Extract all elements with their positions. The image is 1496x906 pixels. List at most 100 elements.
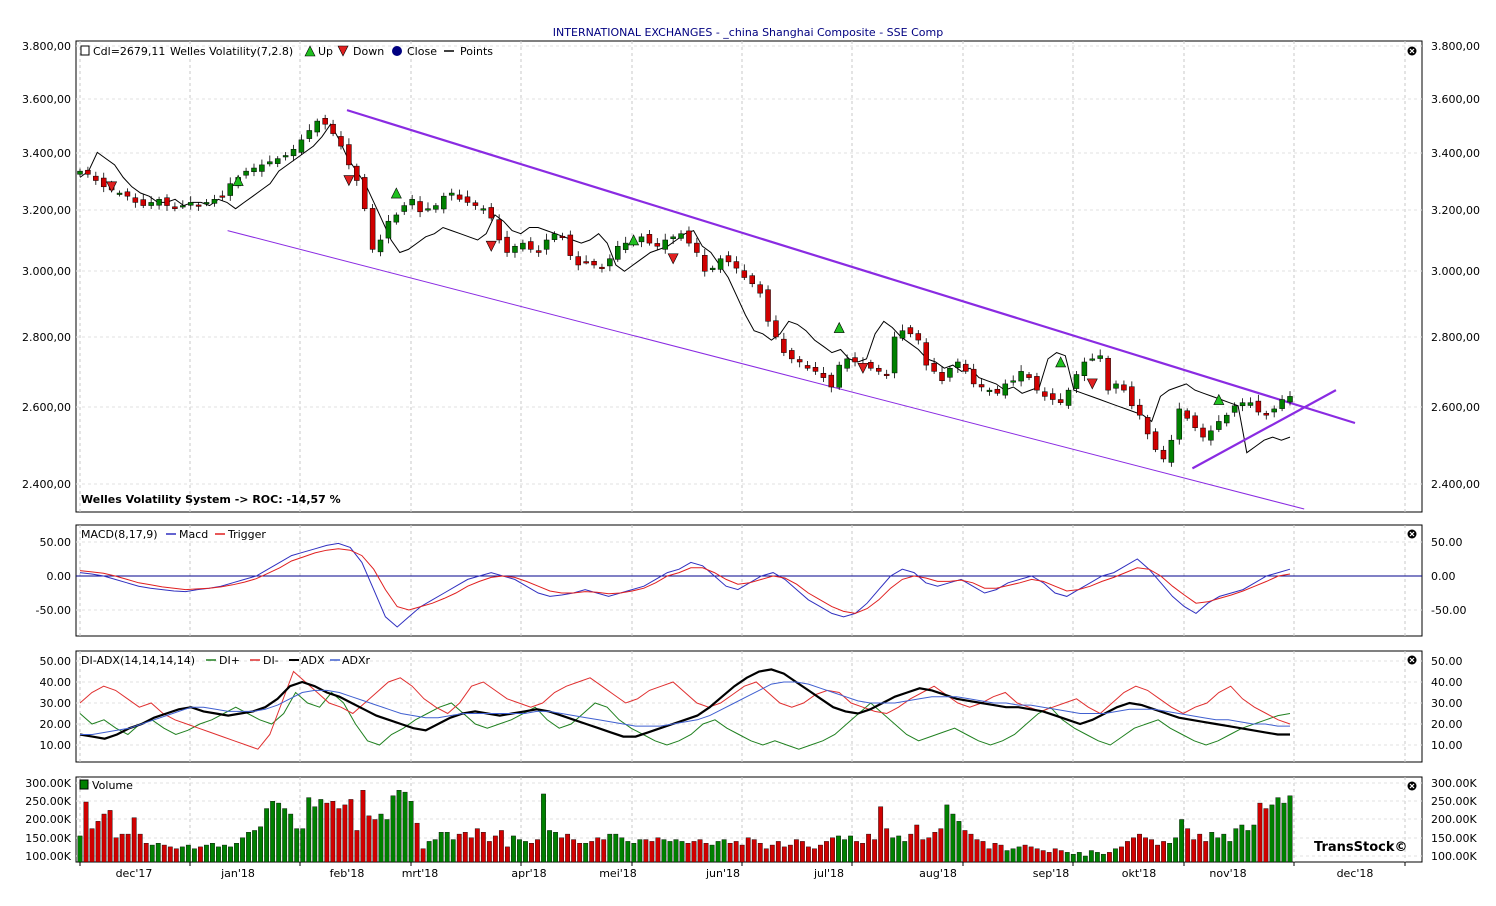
candle <box>1176 408 1183 440</box>
volume-bar <box>1215 837 1221 863</box>
y-tick-label: 50.00 <box>40 536 72 549</box>
volume-bar <box>565 833 571 863</box>
volume-bar <box>824 841 829 863</box>
volume-bar <box>793 839 799 863</box>
trend-line <box>1191 389 1337 470</box>
volume-bar <box>77 835 83 863</box>
panel-close-icon[interactable] <box>1407 529 1417 539</box>
volume-bar <box>1076 852 1082 863</box>
up-signal-icon <box>1055 356 1067 368</box>
chart-title: INTERNATIONAL EXCHANGES - _china Shangha… <box>553 26 943 39</box>
candle <box>187 202 194 206</box>
candle <box>1049 393 1056 400</box>
x-tick-label: feb'18 <box>330 867 365 880</box>
macd-legend-trigger: Trigger <box>227 528 266 541</box>
volume-bar <box>860 843 865 863</box>
volume-bar <box>246 832 251 863</box>
y-tick-label: 10.00 <box>1431 739 1463 752</box>
volume-bar <box>625 841 631 863</box>
candle <box>243 170 249 176</box>
volume-bar <box>733 841 739 863</box>
volume-bar <box>601 839 607 863</box>
roc-summary: Welles Volatility System -> ROC: -14,57 … <box>81 493 341 506</box>
volume-bar <box>757 843 763 863</box>
legend-cdl: Cdl=2679,11 <box>93 45 165 58</box>
volume-bar <box>1034 848 1040 863</box>
volume-bar <box>1082 855 1088 863</box>
volume-bar <box>270 801 276 863</box>
candle <box>1192 415 1198 428</box>
volume-bar <box>1287 795 1293 863</box>
candle <box>1152 431 1159 450</box>
candle <box>1144 417 1151 435</box>
y-tick-label: 10.00 <box>40 739 72 752</box>
volume-bar <box>938 828 944 863</box>
volume-bar <box>896 835 902 863</box>
x-tick-label: aug'18 <box>919 867 957 880</box>
volume-bar <box>1227 841 1233 863</box>
candle <box>789 350 795 360</box>
x-tick-label: okt'18 <box>1122 867 1156 880</box>
volume-bar <box>715 841 721 863</box>
volume-bar <box>210 843 215 863</box>
candle <box>441 195 447 210</box>
panel-close-icon[interactable] <box>1407 46 1417 56</box>
candle <box>876 367 882 372</box>
candle <box>543 239 550 250</box>
candle <box>1231 405 1238 413</box>
y-tick-label: 250.00K <box>25 795 71 808</box>
volume-bar <box>607 833 613 863</box>
candle <box>520 242 526 250</box>
volume-bar <box>372 819 378 863</box>
macd-panel: 50.00 0.00 -50.00 50.00 0.00 -50.00 MACD(8,1… <box>36 524 1466 637</box>
x-tick-label: nov'18 <box>1209 867 1246 880</box>
volume-bar <box>360 790 366 863</box>
candle <box>1042 391 1048 397</box>
y-tick-label: 50.00 <box>40 655 72 668</box>
volume-bar <box>830 837 835 863</box>
volume-bar <box>125 833 131 863</box>
volume-bar <box>787 844 793 863</box>
volume-bar <box>854 841 859 863</box>
legend-up: Up <box>318 45 333 58</box>
price-panel-frame <box>75 40 1423 513</box>
volume-panel: 300.00K 250.00K 200.00K 150.00K 100.00K 300.… <box>25 776 1477 863</box>
candle <box>1216 421 1222 430</box>
panel-close-icon[interactable] <box>1407 781 1417 791</box>
candle <box>456 194 463 200</box>
candle <box>504 236 510 253</box>
candle <box>599 266 605 269</box>
up-triangle-icon <box>304 45 316 57</box>
volume-bar <box>1191 839 1197 863</box>
volume-bar <box>149 844 155 863</box>
y-tick-label: 0.00 <box>47 570 72 583</box>
volume-bar <box>884 828 890 863</box>
volume-bar <box>1070 853 1076 863</box>
volume-bar <box>613 833 619 863</box>
volume-bar <box>155 843 161 863</box>
candle <box>622 242 629 250</box>
x-tick-label: jun'18 <box>705 867 740 880</box>
volume-bar <box>119 833 125 863</box>
volume-bar <box>185 844 191 863</box>
x-tick-label: jan'18 <box>220 867 255 880</box>
volume-bar <box>932 832 938 863</box>
candle <box>116 192 123 195</box>
y-tick-label: 100.00K <box>25 850 71 863</box>
candle <box>575 256 581 266</box>
candle <box>725 255 732 263</box>
candle <box>1136 404 1143 416</box>
candle <box>1184 410 1190 419</box>
volume-bar <box>842 839 847 863</box>
volume-bar <box>1058 850 1064 863</box>
volume-bar <box>444 832 450 863</box>
trend-line <box>227 230 1305 510</box>
volume-bar <box>83 801 89 863</box>
x-axis: dec'17 jan'18 feb'18 mrt'18 apr'18 mei'18 jun'… <box>79 862 1406 880</box>
candle <box>488 207 494 219</box>
series-line-adx <box>79 668 1290 740</box>
volume-bar <box>408 801 414 863</box>
y-tick-label: 3.200,00 <box>1431 204 1480 217</box>
y-tick-label: 250.00K <box>1431 795 1477 808</box>
panel-close-icon[interactable] <box>1407 655 1417 665</box>
